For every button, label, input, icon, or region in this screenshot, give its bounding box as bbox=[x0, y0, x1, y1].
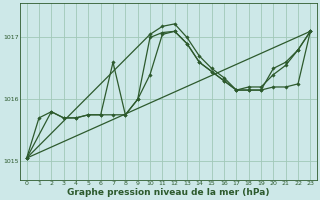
X-axis label: Graphe pression niveau de la mer (hPa): Graphe pression niveau de la mer (hPa) bbox=[67, 188, 270, 197]
